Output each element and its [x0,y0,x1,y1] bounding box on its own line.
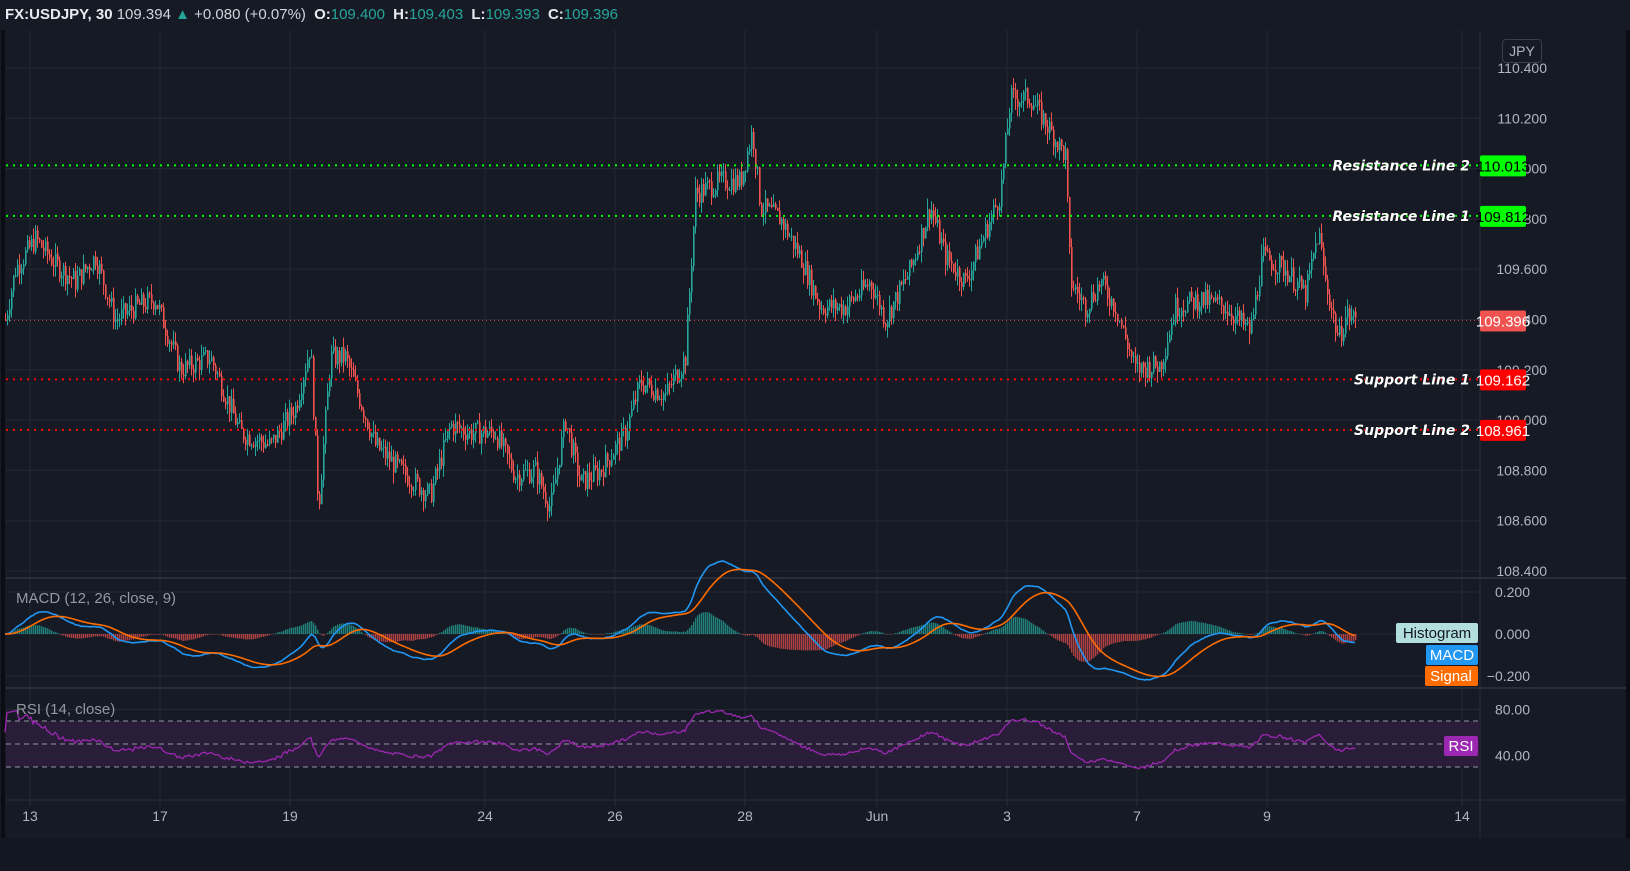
candlestick-series [5,78,1357,522]
symbol-header: FX:USDJPY, 30 109.394 ▲ +0.080 (+0.07%) … [5,4,618,26]
price-axis-label: 109.600 [1496,261,1547,277]
macd-line [4,560,1356,681]
time-axis-label: 7 [1133,808,1141,824]
last-price-box [1480,310,1526,332]
triangle-up-icon: ▲ [175,6,190,23]
level-price-text: 109.812 [1476,209,1530,226]
time-axis-label: 9 [1263,808,1271,824]
price-change: +0.080 (+0.07%) [194,6,306,23]
level-label: Resistance Line 2 [1332,158,1470,174]
time-axis-label: 14 [1454,808,1470,824]
low-value: 109.393 [485,6,540,23]
left-border [1,30,5,838]
level-price-text: 108.961 [1476,423,1530,440]
chart-background [5,30,1626,838]
high-value: 109.403 [408,6,464,23]
rsi-line [4,709,1356,770]
time-axis-label: 17 [152,808,168,824]
rsi-legend-badge [1444,736,1478,756]
symbol-name[interactable]: FX:USDJPY, 30 [5,6,113,23]
macd-axis-label: 0.000 [1495,626,1530,642]
rsi-axis-label: 80.00 [1495,702,1530,718]
level-price-text: 110.013 [1476,158,1529,175]
right-border [1626,30,1630,838]
signal-line [5,568,1356,678]
time-axis-label: 3 [1003,808,1011,824]
time-axis-label: Jun [866,808,889,824]
histogram-legend-label: Histogram [1403,625,1471,642]
high-label: H: [393,6,409,23]
signal-legend-badge [1425,666,1478,686]
bottom-strip [0,838,1630,871]
time-axis-label: 26 [607,808,623,824]
low-label: L: [471,6,486,23]
level-label: Support Line 1 [1354,372,1470,388]
currency-badge[interactable]: JPY [1502,39,1542,63]
open-value: 109.400 [330,6,385,23]
price-axis-label: 108.400 [1496,563,1547,579]
time-axis-label: 13 [22,808,38,824]
rsi-legend-label: RSI [1448,738,1473,755]
level-price-box [1480,155,1526,177]
level-price-text: 109.162 [1476,372,1530,389]
time-axis-label: 19 [282,808,298,824]
price-axis-label: 108.800 [1496,462,1547,478]
price-axis-label: 108.600 [1496,513,1547,529]
last-price: 109.394 [116,6,171,23]
close-label: C: [547,6,564,23]
signal-legend-label: Signal [1430,668,1472,685]
histogram-legend-badge [1396,623,1478,643]
macd-axis-label: 0.200 [1495,584,1530,600]
rsi-title: RSI (14, close) [16,701,115,718]
time-axis-label: 28 [737,808,753,824]
macd-legend-label: MACD [1430,647,1474,664]
open-label: O: [314,6,331,23]
price-axis-label: 110.400 [1497,60,1547,76]
close-value: 109.396 [563,6,619,23]
level-label: Resistance Line 1 [1332,209,1470,225]
level-label: Support Line 2 [1354,423,1470,439]
price-axis-label: 110.200 [1497,110,1547,126]
level-price-box [1480,419,1526,441]
level-price-box [1480,369,1526,391]
last-price-text: 109.396 [1476,314,1530,331]
macd-title: MACD (12, 26, close, 9) [16,590,176,607]
macd-legend-badge [1426,645,1478,665]
time-axis-label: 24 [477,808,493,824]
rsi-axis-label: 40.00 [1495,748,1530,764]
macd-axis-label: −0.200 [1487,668,1530,684]
level-price-box [1480,205,1526,227]
